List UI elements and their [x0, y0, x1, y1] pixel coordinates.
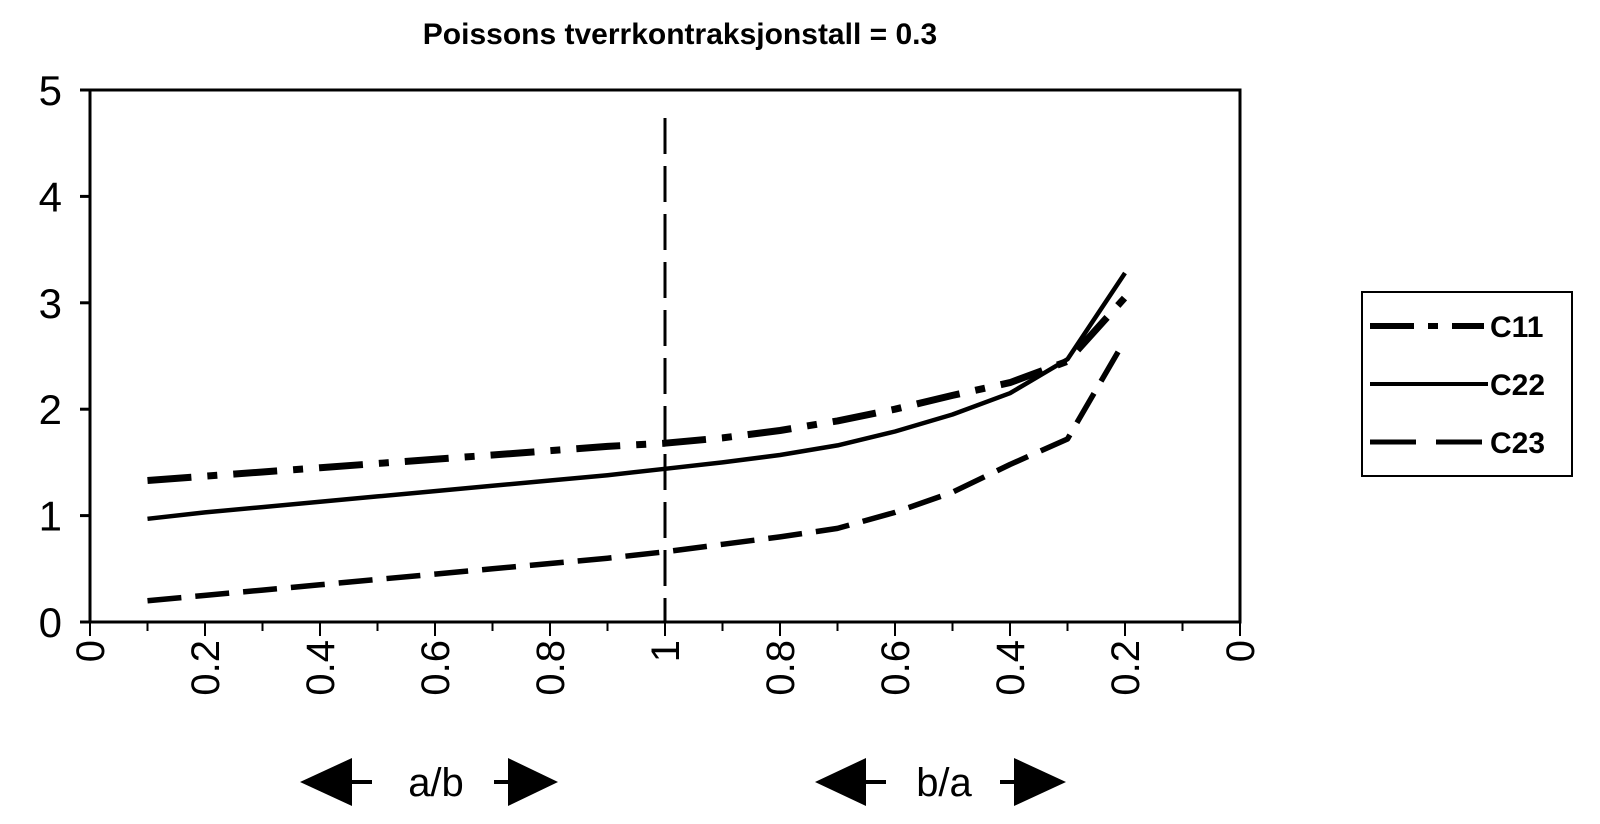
y-tick-label: 5 [39, 67, 62, 114]
x-tick-label: 0.4 [989, 640, 1033, 696]
x-tick-label: 0 [1219, 640, 1263, 662]
left-arrow-icon [300, 758, 352, 806]
x-tick-label: 0.4 [299, 640, 343, 696]
x-axis: 0 0.2 0.4 0.6 0.8 1 0.8 0.6 0.4 0.2 0 [69, 622, 1263, 696]
legend-label-c11: C11 [1490, 311, 1543, 344]
x-tick-label: 1 [644, 640, 688, 662]
x-tick-label: 0.2 [184, 640, 228, 696]
left-arrow-icon [815, 758, 866, 806]
x-tick-label: 0.2 [1104, 640, 1148, 696]
legend-label-c22: C22 [1490, 369, 1545, 402]
series-line-c23 [147, 338, 1128, 604]
section-label-b-over-a: b/a [916, 761, 972, 805]
series-line-c11 [147, 295, 1128, 484]
y-tick-label: 2 [39, 386, 62, 433]
x-tick-label: 0.8 [529, 640, 573, 696]
y-tick-label: 3 [39, 280, 62, 327]
series-line-c22 [147, 271, 1127, 522]
right-arrow-icon [508, 758, 558, 806]
section-label-a-over-b: a/b [408, 761, 464, 805]
y-tick-label: 4 [39, 173, 62, 220]
y-tick-label: 1 [39, 493, 62, 540]
chart-title: Poissons tverrkontraksjonstall = 0.3 [423, 18, 937, 51]
right-arrow-icon [1014, 758, 1066, 806]
legend: C11 C22 C23 [1361, 291, 1573, 477]
a-over-b-indicator: a/b [300, 758, 558, 806]
x-tick-label: 0.8 [759, 640, 803, 696]
b-over-a-indicator: b/a [815, 758, 1066, 806]
x-tick-label: 0.6 [414, 640, 458, 696]
series-lines [147, 271, 1128, 604]
y-axis: 0 1 2 3 4 5 [39, 67, 90, 646]
x-tick-label: 0 [69, 640, 113, 662]
x-tick-label: 0.6 [874, 640, 918, 696]
y-tick-label: 0 [39, 599, 62, 646]
legend-label-c23: C23 [1490, 427, 1545, 460]
